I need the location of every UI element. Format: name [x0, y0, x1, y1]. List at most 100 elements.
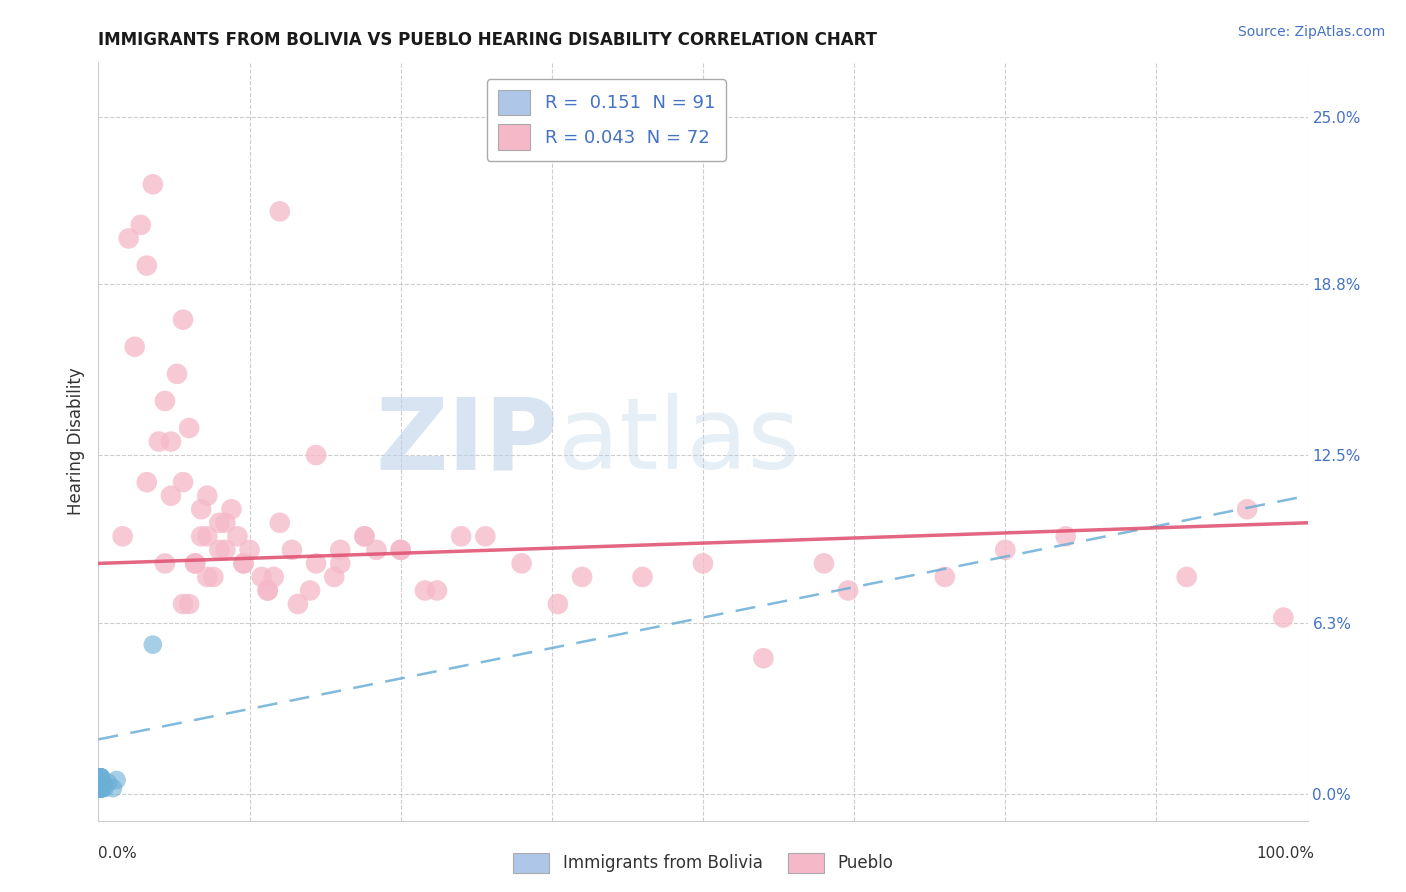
Point — [90, 781, 112, 796]
Point — [837, 583, 859, 598]
Point — [299, 583, 322, 598]
Point — [91, 776, 114, 790]
Point — [91, 779, 114, 793]
Point — [547, 597, 569, 611]
Point — [89, 770, 111, 784]
Point — [510, 557, 533, 571]
Point — [91, 779, 114, 793]
Point — [135, 259, 157, 273]
Point — [190, 529, 212, 543]
Point — [90, 779, 112, 793]
Text: ZIP: ZIP — [375, 393, 558, 490]
Point — [226, 529, 249, 543]
Point — [91, 779, 114, 793]
Point — [89, 776, 111, 790]
Point — [89, 772, 111, 787]
Point — [208, 542, 231, 557]
Point — [89, 770, 111, 784]
Legend: R =  0.151  N = 91, R = 0.043  N = 72: R = 0.151 N = 91, R = 0.043 N = 72 — [486, 79, 725, 161]
Point — [90, 781, 112, 796]
Point — [91, 776, 114, 790]
Point — [90, 776, 112, 790]
Point — [91, 779, 114, 793]
Point — [101, 781, 124, 796]
Point — [221, 502, 243, 516]
Point — [90, 781, 112, 796]
Point — [90, 776, 112, 790]
Point — [208, 516, 231, 530]
Point — [91, 779, 114, 793]
Point — [89, 781, 111, 796]
Point — [287, 597, 309, 611]
Text: Source: ZipAtlas.com: Source: ZipAtlas.com — [1237, 25, 1385, 39]
Point — [329, 557, 352, 571]
Point — [90, 781, 112, 796]
Point — [90, 772, 112, 787]
Y-axis label: Hearing Disability: Hearing Disability — [66, 368, 84, 516]
Point — [93, 781, 115, 796]
Point — [195, 570, 218, 584]
Point — [389, 542, 412, 557]
Point — [91, 779, 114, 793]
Point — [1272, 610, 1295, 624]
Point — [90, 779, 112, 793]
Point — [269, 204, 291, 219]
Point — [90, 776, 112, 790]
Point — [91, 781, 114, 796]
Point — [118, 231, 141, 245]
Point — [160, 434, 183, 449]
Point — [90, 781, 112, 796]
Point — [89, 781, 111, 796]
Point — [813, 557, 835, 571]
Point — [91, 779, 114, 793]
Point — [474, 529, 496, 543]
Point — [90, 776, 112, 790]
Text: atlas: atlas — [558, 393, 800, 490]
Point — [329, 542, 352, 557]
Point — [89, 772, 111, 787]
Point — [172, 312, 194, 326]
Point — [305, 557, 328, 571]
Point — [89, 770, 111, 784]
Point — [90, 776, 112, 790]
Point — [631, 570, 654, 584]
Point — [90, 779, 112, 793]
Point — [232, 557, 254, 571]
Point — [124, 340, 146, 354]
Point — [172, 475, 194, 490]
Point — [91, 776, 114, 790]
Point — [571, 570, 593, 584]
Point — [190, 502, 212, 516]
Point — [413, 583, 436, 598]
Point — [89, 772, 111, 787]
Point — [90, 781, 112, 796]
Point — [89, 781, 111, 796]
Point — [129, 218, 152, 232]
Point — [353, 529, 375, 543]
Point — [160, 489, 183, 503]
Point — [91, 779, 114, 793]
Point — [90, 770, 112, 784]
Point — [263, 570, 285, 584]
Point — [250, 570, 273, 584]
Point — [172, 597, 194, 611]
Point — [89, 772, 111, 787]
Point — [91, 781, 114, 796]
Point — [142, 638, 165, 652]
Point — [91, 776, 114, 790]
Point — [752, 651, 775, 665]
Point — [269, 516, 291, 530]
Point — [89, 770, 111, 784]
Point — [89, 770, 111, 784]
Point — [89, 770, 111, 784]
Point — [91, 776, 114, 790]
Point — [105, 772, 128, 787]
Point — [153, 393, 176, 408]
Point — [256, 583, 278, 598]
Text: 100.0%: 100.0% — [1257, 846, 1315, 861]
Point — [91, 779, 114, 793]
Point — [91, 776, 114, 790]
Point — [91, 779, 114, 793]
Point — [232, 557, 254, 571]
Point — [89, 772, 111, 787]
